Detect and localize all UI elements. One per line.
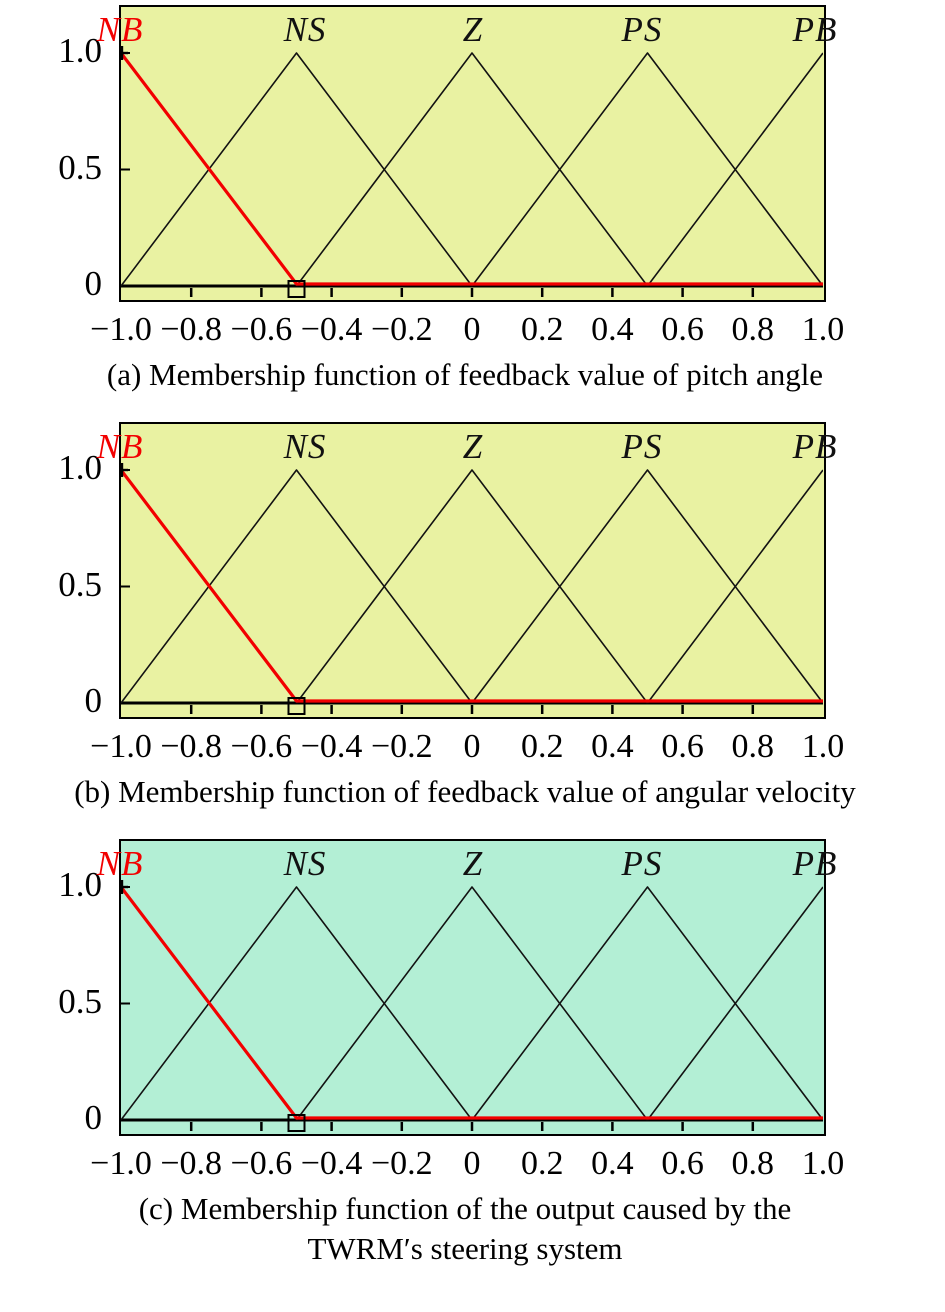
x-tick-label: 0	[463, 311, 481, 348]
x-tick-label: −0.6	[230, 1145, 293, 1182]
x-tick-label: 0.8	[731, 1145, 775, 1182]
mf-label-z: Z	[462, 844, 484, 883]
y-tick-label: 1.0	[58, 865, 102, 904]
plot-wrap-b: 1.0 0.5 0 NB NS Z PS PB	[0, 422, 945, 719]
x-tick-label: 0	[463, 728, 481, 765]
x-tick-label: 0.6	[661, 1145, 704, 1182]
plot-area: NB NS Z PS PB	[97, 422, 836, 719]
mf-label-ps: PS	[621, 427, 663, 466]
mf-label-ns: NS	[283, 10, 327, 49]
x-tick-label: 0.2	[520, 1145, 564, 1182]
x-tick-label: −0.4	[300, 728, 363, 765]
plot-area: NB NS Z PS PB	[97, 5, 836, 302]
x-tick-label: 0.2	[520, 728, 564, 765]
figure-caption: (a) Membership function of feedback valu…	[106, 357, 824, 392]
mf-label-z: Z	[462, 427, 484, 466]
mf-label-pb: PB	[792, 10, 838, 49]
plot-wrap-a: 1.0 0.5 0 NB NS Z PS PB	[0, 5, 945, 302]
x-tick-label: −0.8	[160, 728, 223, 765]
y-tick-label: 0.5	[58, 565, 102, 604]
plot-wrap-c: 1.0 0.5 0 NB NS Z PS PB	[0, 839, 945, 1136]
membership-curves-svg	[121, 463, 823, 715]
page: 1.0 0.5 0 NB NS Z PS PB −1.0 −0.8 −0.6 −0.4…	[0, 5, 945, 1268]
y-tick-label: 0	[84, 1098, 103, 1137]
x-tick-label: 0.4	[591, 1145, 634, 1182]
x-tick-label: −0.4	[300, 1145, 363, 1182]
x-tick-label: −0.2	[370, 728, 433, 765]
x-tick-label: −1.0	[90, 311, 152, 348]
y-tick-label: 0.5	[58, 148, 102, 187]
x-tick-label: 0.6	[661, 728, 704, 765]
mf-label-ps: PS	[621, 10, 663, 49]
membership-curves-svg	[121, 880, 823, 1132]
mf-label-ps: PS	[621, 844, 663, 883]
mf-label-z: Z	[462, 10, 484, 49]
mf-label-pb: PB	[792, 427, 838, 466]
y-tick-label: 0	[84, 264, 103, 303]
x-tick-label: −0.6	[230, 311, 293, 348]
membership-curves-svg	[121, 46, 823, 298]
plot-area: NB NS Z PS PB	[97, 839, 836, 1136]
figure-caption: (b) Membership function of feedback valu…	[74, 774, 856, 809]
y-tick-label: 1.0	[58, 448, 102, 487]
x-tick-label: −0.8	[160, 1145, 223, 1182]
x-tick-label: 1.0	[801, 728, 845, 765]
figure-caption: (c) Membership function of the output ca…	[138, 1191, 792, 1226]
x-tick-label: 0.6	[661, 311, 704, 348]
x-axis-labels: −1.0 −0.8 −0.6 −0.4 −0.2 0 0.2 0.4 0.6 0.8 1.0	[0, 302, 945, 354]
x-tick-label: 1.0	[801, 311, 845, 348]
mf-label-nb: NB	[96, 10, 144, 49]
y-tick-label: 0	[84, 681, 103, 720]
mf-label-nb: NB	[96, 844, 144, 883]
mf-label-nb: NB	[96, 427, 144, 466]
x-axis-labels: −1.0 −0.8 −0.6 −0.4 −0.2 0 0.2 0.4 0.6 0.8 1.0	[0, 719, 945, 771]
x-tick-label: −0.8	[160, 311, 223, 348]
x-tick-label: 0.4	[591, 728, 634, 765]
x-tick-label: 1.0	[801, 1145, 845, 1182]
x-tick-label: −0.4	[300, 311, 363, 348]
mf-label-ns: NS	[283, 427, 327, 466]
figure-a: 1.0 0.5 0 NB NS Z PS PB −1.0 −0.8 −0.6 −0.4…	[0, 5, 945, 394]
x-tick-label: −1.0	[90, 728, 152, 765]
x-tick-label: −0.2	[370, 1145, 433, 1182]
x-tick-label: 0.8	[731, 311, 775, 348]
y-tick-label: 1.0	[58, 31, 102, 70]
mf-label-ns: NS	[283, 844, 327, 883]
figure-c: 1.0 0.5 0 NB NS Z PS PB −1.0 −0.8 −0.6 −0.4…	[0, 839, 945, 1268]
x-tick-label: 0.4	[591, 311, 634, 348]
x-tick-label: 0	[463, 1145, 481, 1182]
x-tick-label: 0.2	[520, 311, 564, 348]
y-tick-label: 0.5	[58, 982, 102, 1021]
x-tick-label: 0.8	[731, 728, 775, 765]
x-axis-labels: −1.0 −0.8 −0.6 −0.4 −0.2 0 0.2 0.4 0.6 0.8 1.0	[0, 1136, 945, 1188]
x-tick-label: −0.2	[370, 311, 433, 348]
figure-b: 1.0 0.5 0 NB NS Z PS PB −1.0 −0.8 −0.6 −0.4…	[0, 422, 945, 811]
x-tick-label: −1.0	[90, 1145, 152, 1182]
figure-caption-line2: TWRM′s steering system	[307, 1231, 623, 1266]
x-tick-label: −0.6	[230, 728, 293, 765]
mf-label-pb: PB	[792, 844, 838, 883]
